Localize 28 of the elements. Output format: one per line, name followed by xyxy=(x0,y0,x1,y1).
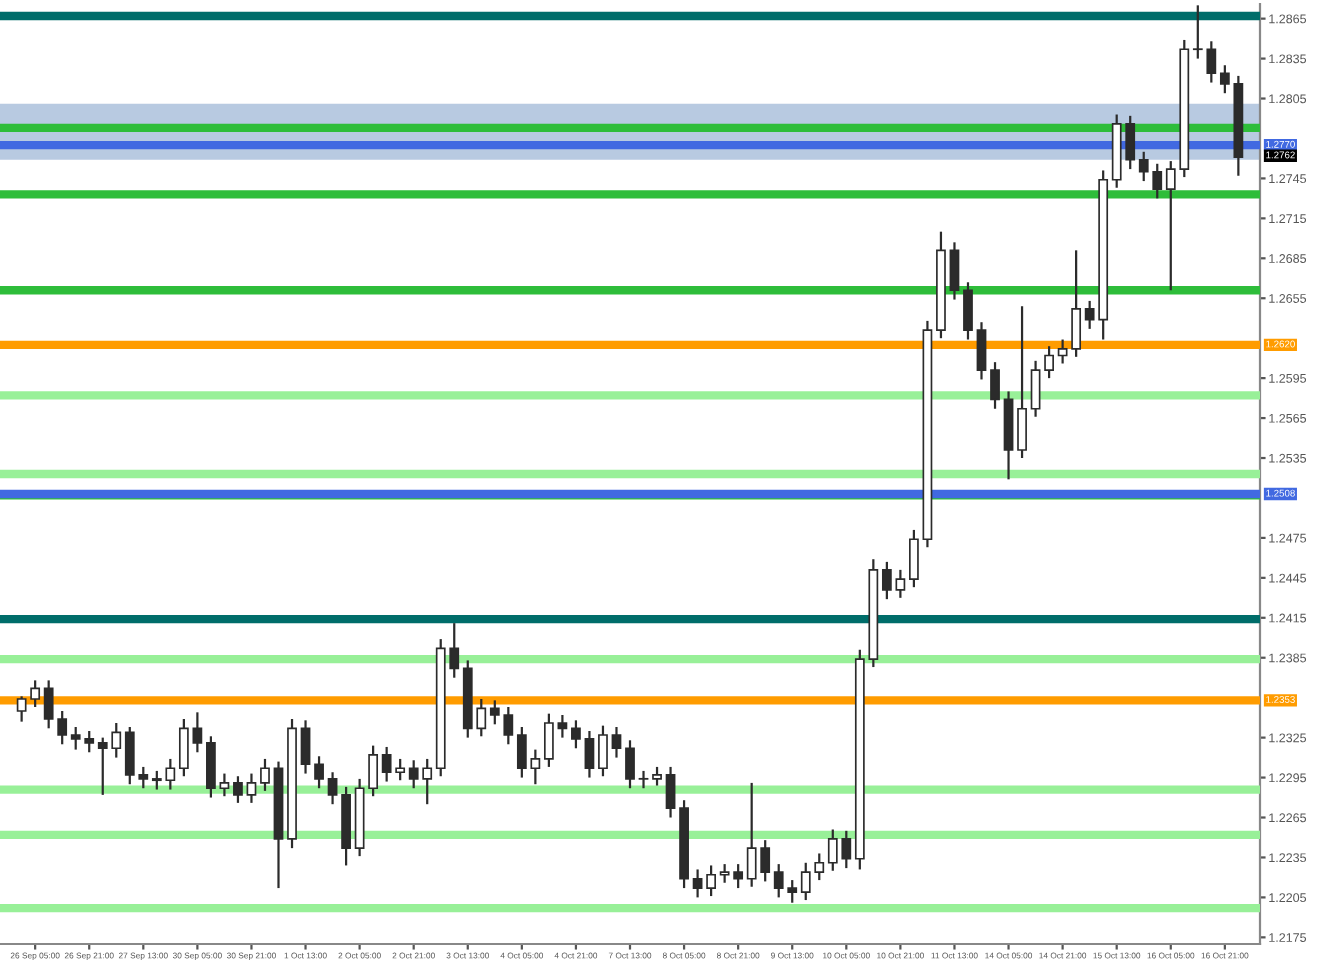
candlestick xyxy=(638,769,649,790)
candlestick xyxy=(976,321,987,381)
candlestick xyxy=(219,772,230,798)
candlestick xyxy=(233,775,243,804)
candlestick xyxy=(246,772,257,804)
candlestick xyxy=(692,868,703,899)
candlestick xyxy=(990,361,1000,410)
candlestick xyxy=(625,739,635,790)
candlestick xyxy=(327,771,338,806)
candlestick xyxy=(206,735,216,799)
candlestick xyxy=(300,719,311,775)
candlestick xyxy=(665,765,676,819)
candlestick xyxy=(314,755,324,790)
candlestick xyxy=(652,765,662,787)
candlestick xyxy=(909,528,919,589)
candlestick xyxy=(1017,305,1027,460)
candlestick xyxy=(963,281,973,341)
candlestick xyxy=(571,719,581,750)
candlestick xyxy=(584,729,595,779)
candlestick xyxy=(706,864,717,898)
candlestick xyxy=(1030,359,1041,418)
candlestick xyxy=(260,757,270,792)
candlestick xyxy=(598,724,608,778)
candlestick xyxy=(611,725,622,759)
candlestick xyxy=(1044,345,1054,380)
candlestick xyxy=(557,713,568,739)
candlestick xyxy=(543,712,554,769)
candlestick xyxy=(949,241,960,301)
